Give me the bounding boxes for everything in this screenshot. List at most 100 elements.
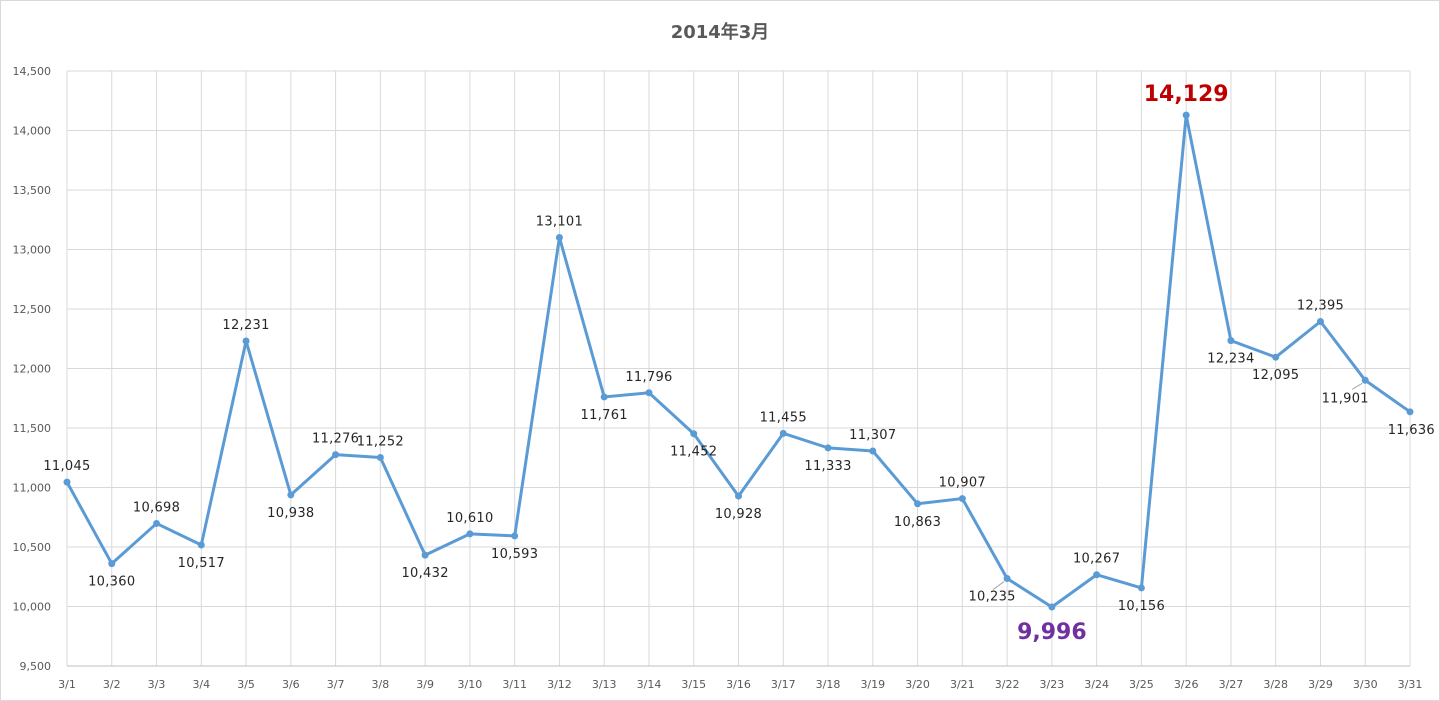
x-tick-label: 3/22	[995, 678, 1020, 691]
x-tick-label: 3/23	[1040, 678, 1065, 691]
data-point	[421, 551, 429, 559]
data-point	[287, 491, 295, 499]
leader-line	[1351, 382, 1363, 390]
y-tick-label: 12,000	[13, 363, 52, 376]
data-label: 11,761	[581, 408, 628, 423]
x-tick-label: 3/10	[458, 678, 483, 691]
x-tick-label: 3/11	[502, 678, 527, 691]
data-label: 11,276	[312, 432, 359, 447]
data-labels: 11,045 10,360 10,698 10,517 12,231 10,938 11,2…	[43, 82, 1435, 645]
data-point	[555, 233, 563, 241]
data-point	[108, 560, 116, 568]
data-point	[914, 500, 922, 508]
data-label: 11,455	[760, 410, 807, 425]
x-tick-label: 3/6	[282, 678, 300, 691]
x-tick-label: 3/19	[860, 678, 885, 691]
data-point	[466, 530, 474, 538]
data-label: 10,863	[894, 515, 941, 530]
y-tick-label: 10,500	[13, 541, 52, 554]
x-tick-label: 3/30	[1353, 678, 1378, 691]
data-label: 9,996	[1017, 620, 1087, 645]
chart-title: 2014年3月	[671, 21, 770, 43]
y-tick-label: 13,500	[13, 184, 52, 197]
data-label: 10,517	[178, 556, 225, 571]
data-label: 10,938	[267, 506, 314, 521]
data-label: 10,907	[939, 476, 986, 491]
data-point	[779, 429, 787, 437]
data-point	[1093, 571, 1101, 579]
data-point	[1361, 376, 1369, 384]
gridlines	[66, 70, 1411, 667]
data-label: 12,095	[1252, 368, 1299, 383]
y-tick-label: 14,500	[13, 65, 52, 78]
data-point	[1003, 575, 1011, 583]
y-tick-label: 9,500	[20, 660, 52, 673]
data-point	[1137, 584, 1145, 592]
data-label: 11,045	[43, 459, 90, 474]
y-tick-label: 11,000	[13, 482, 52, 495]
leader-line	[992, 581, 1005, 590]
y-tick-label: 12,500	[13, 303, 52, 316]
x-tick-label: 3/17	[771, 678, 796, 691]
x-tick-label: 3/14	[637, 678, 662, 691]
data-point	[197, 541, 205, 549]
x-tick-label: 3/21	[950, 678, 975, 691]
data-point	[1182, 111, 1190, 119]
data-point	[1227, 337, 1235, 345]
data-label: 11,901	[1322, 391, 1369, 406]
data-point	[1316, 317, 1324, 325]
data-label: 10,432	[401, 566, 448, 581]
data-point	[332, 451, 340, 459]
y-tick-label: 13,000	[13, 244, 52, 257]
data-point	[376, 454, 384, 462]
data-point	[690, 430, 698, 438]
data-label: 12,395	[1297, 298, 1344, 313]
data-point	[1406, 408, 1414, 416]
data-label: 12,231	[222, 318, 269, 333]
data-label: 10,156	[1118, 599, 1165, 614]
data-label: 10,593	[491, 547, 538, 562]
x-tick-label: 3/2	[103, 678, 121, 691]
data-label: 10,360	[88, 575, 135, 590]
data-point	[511, 532, 519, 540]
x-tick-label: 3/20	[905, 678, 930, 691]
data-point	[735, 492, 742, 500]
data-point	[600, 393, 608, 401]
data-label: 10,235	[968, 590, 1015, 605]
x-tick-label: 3/5	[237, 678, 255, 691]
x-tick-label: 3/28	[1263, 678, 1288, 691]
data-label: 11,636	[1388, 423, 1435, 438]
x-tick-label: 3/13	[592, 678, 617, 691]
data-label: 11,333	[804, 459, 851, 474]
x-tick-label: 3/25	[1129, 678, 1154, 691]
x-tick-label: 3/27	[1219, 678, 1244, 691]
x-tick-label: 3/12	[547, 678, 572, 691]
data-point	[645, 389, 653, 397]
x-tick-label: 3/26	[1174, 678, 1199, 691]
x-tick-label: 3/4	[192, 678, 210, 691]
x-tick-label: 3/7	[327, 678, 345, 691]
x-tick-label: 3/18	[816, 678, 841, 691]
data-label: 10,928	[715, 507, 762, 522]
data-points	[63, 111, 1414, 611]
data-point	[1048, 603, 1056, 611]
y-tick-label: 10,000	[13, 601, 52, 614]
data-point	[1272, 353, 1280, 361]
x-tick-label: 3/1	[58, 678, 76, 691]
x-tick-label: 3/8	[372, 678, 390, 691]
axes: 9,500 10,000 10,500 11,000 11,500 12,000 12,50…	[13, 65, 1423, 691]
x-tick-label: 3/3	[148, 678, 166, 691]
data-label: 12,234	[1207, 352, 1254, 367]
data-point	[958, 495, 966, 503]
y-tick-label: 11,500	[13, 422, 52, 435]
data-label: 10,610	[446, 511, 493, 526]
x-tick-label: 3/29	[1308, 678, 1333, 691]
data-point	[869, 447, 877, 455]
data-label: 11,452	[670, 445, 717, 460]
x-tick-label: 3/9	[416, 678, 434, 691]
x-tick-label: 3/24	[1084, 678, 1109, 691]
data-label: 10,698	[133, 500, 180, 515]
data-label: 10,267	[1073, 552, 1120, 567]
